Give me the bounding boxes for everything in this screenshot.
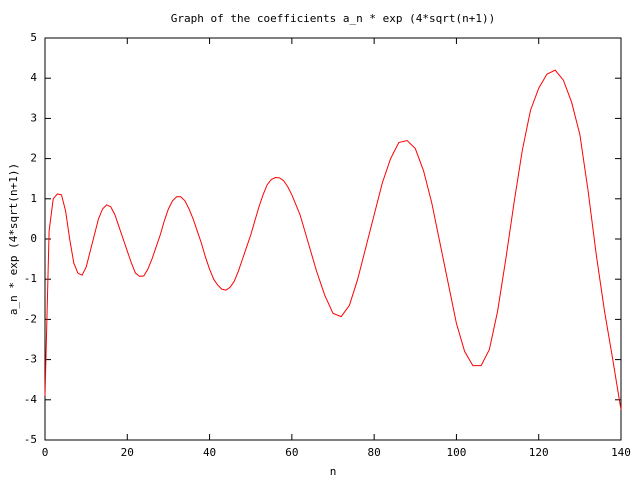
y-tick-label: -4 — [24, 393, 38, 406]
x-tick-label: 40 — [203, 446, 216, 459]
y-tick-label: 4 — [30, 71, 37, 84]
y-tick-label: 3 — [30, 111, 37, 124]
y-tick-label: -1 — [24, 272, 37, 285]
y-tick-label: -5 — [24, 433, 37, 446]
y-tick-label: -2 — [24, 312, 37, 325]
x-tick-label: 140 — [611, 446, 631, 459]
x-tick-label: 120 — [529, 446, 549, 459]
x-tick-label: 60 — [285, 446, 298, 459]
x-tick-label: 20 — [121, 446, 134, 459]
x-tick-label: 80 — [368, 446, 381, 459]
data-line — [44, 69, 622, 410]
y-tick-label: 5 — [30, 31, 37, 44]
x-tick-label: 100 — [446, 446, 466, 459]
y-tick-label: 0 — [30, 232, 37, 245]
x-tick-label: 0 — [42, 446, 49, 459]
chart-title: Graph of the coefficients a_n * exp (4*s… — [171, 12, 496, 25]
y-tick-label: 2 — [30, 152, 37, 165]
y-axis-label: a_n * exp (4*sqrt(n+1)) — [7, 163, 20, 315]
y-tick-label: 1 — [30, 192, 37, 205]
y-tick-label: -3 — [24, 353, 37, 366]
x-axis-label: n — [330, 465, 337, 478]
